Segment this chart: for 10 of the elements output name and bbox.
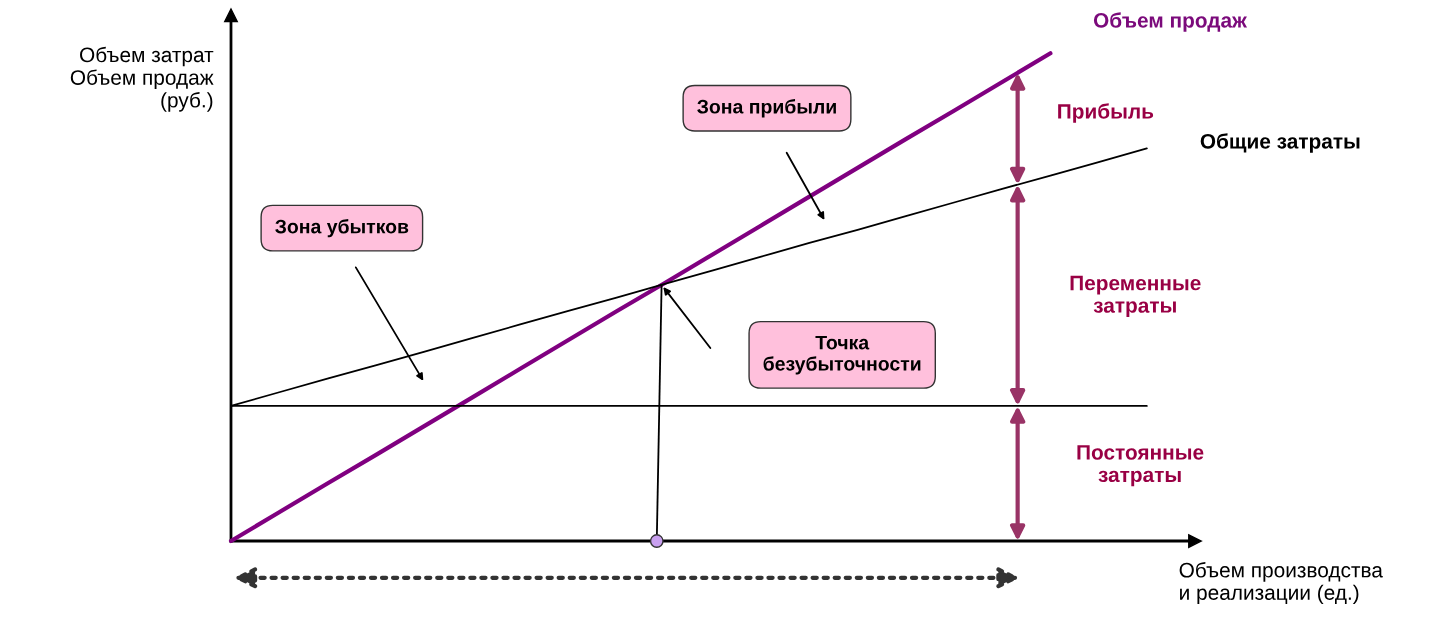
annotation: Прибыль <box>1058 103 1154 123</box>
x-axis-title: Объем производства и реализации (ед.) <box>1179 562 1383 605</box>
annotation: Зона прибыли <box>697 99 836 118</box>
y-axis-title: Объем затрат Объем продаж (руб.) <box>70 46 214 112</box>
annotation: Зона убытков <box>275 219 409 238</box>
text: Общие затраты <box>1200 133 1360 153</box>
text: Объем продаж <box>1093 12 1248 32</box>
annotation: Постоянные затраты <box>1077 445 1204 487</box>
annotation: Переменные затраты <box>1070 275 1201 317</box>
annotation: Точка безубыточности <box>763 335 921 375</box>
